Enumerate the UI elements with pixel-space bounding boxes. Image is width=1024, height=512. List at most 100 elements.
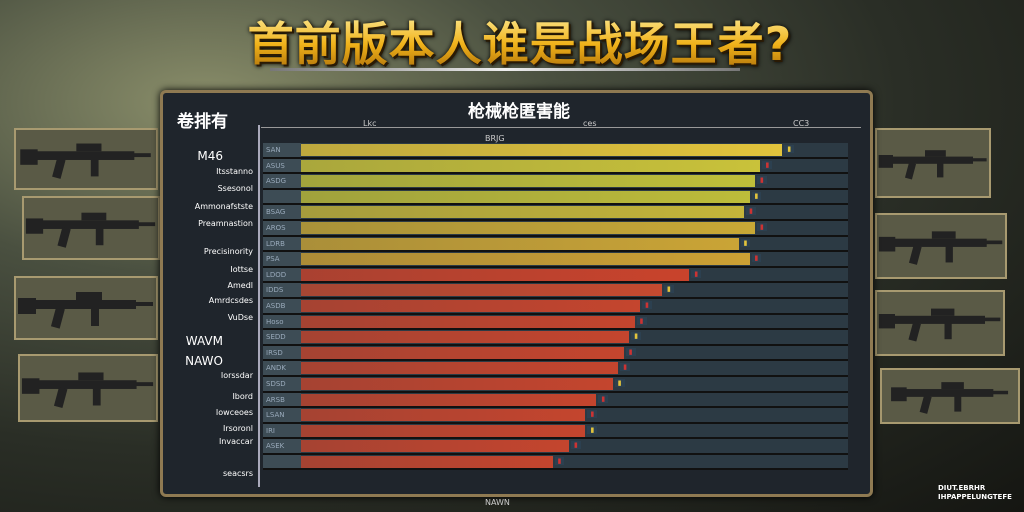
weapon-label: VuDse [227,313,253,322]
weapon-image-left-1 [14,128,158,190]
row-name: ASUS [263,158,301,173]
stat-row: ARSB ▮ [263,392,848,409]
weapon-label: Ammonafstste [194,202,253,211]
row-name: Hoso [263,314,301,329]
stat-row: SDSD ▮ [263,376,848,393]
row-name [263,454,301,469]
stat-row: LDRB ▮ [263,236,848,253]
weapon-image-right-3 [875,290,1005,356]
row-name: AROS [263,220,301,235]
stat-row: ASDG ▮ [263,174,848,190]
value-marker: ▮ [587,410,598,419]
value-marker: ▮ [625,347,636,356]
value-marker: ▮ [751,191,762,200]
value-marker: ▮ [620,363,631,372]
weapon-image-right-4 [880,368,1020,424]
weapon-label: Invaccar [218,437,253,446]
row-name: BSAG [263,205,301,219]
weapon-stats-panel: 卷排有 枪械枪匿害能 Lkc ces CC3 BRJG M46 Itsstanno… [160,90,873,497]
axis-label: ces [583,119,597,128]
weapon-image-right-2 [875,213,1007,279]
stat-row: ▮ [263,189,848,206]
stat-row: IRSD ▮ [263,345,848,362]
value-marker: ▮ [598,394,609,403]
stat-bar-list: SAN ▮ ASUS ▮ ASDG ▮ ▮ BSAG ▮ AROS ▮ LDRB ▮ PSA ▮ LDOD ▮ I… [263,143,848,471]
stat-row: BSAG ▮ [263,205,848,221]
value-marker: ▮ [664,285,674,294]
stat-row: PSA ▮ [263,252,848,268]
stat-bar [301,284,663,297]
stat-bar [301,362,619,375]
row-name: ASEK [263,439,301,453]
column-header: BRJG [485,134,505,143]
weapon-label: Preamnastion [198,219,253,228]
footer-text: NAWN [485,498,510,507]
panel-heading: 枪械枪匿害能 [468,102,570,122]
row-name: LDRB [263,236,301,251]
stat-bar [301,206,745,219]
weapon-label: Precisinority [203,247,253,256]
stat-bar [301,237,739,250]
row-name: LDOD [263,267,301,282]
value-marker: ▮ [762,160,773,169]
stat-bar [301,455,553,468]
axis-vertical [258,125,260,487]
weapon-label: Itsstanno [216,167,253,176]
weapon-image-left-4 [18,354,158,422]
value-marker: ▮ [746,207,756,216]
weapon-label: Ssesonol [217,184,253,193]
row-name: ARSB [263,392,301,407]
rifle-icon [891,382,1009,414]
stat-row: ASUS ▮ [263,158,848,175]
stat-bar [301,299,641,312]
value-marker: ▮ [631,332,642,341]
row-name: LSAN [263,408,301,422]
value-marker: ▮ [642,300,652,309]
value-marker: ▮ [784,145,795,153]
weapon-label: Iottse [230,265,253,274]
row-name: IRSD [263,345,301,360]
stat-row: SEDD ▮ [263,330,848,346]
stat-row: ▮ [263,454,848,471]
stat-row: AROS ▮ [263,220,848,237]
row-name: ASDB [263,298,301,313]
stat-bar [301,253,750,266]
panel-left-heading: 卷排有 [177,112,228,132]
row-name [263,189,301,204]
stat-bar [301,331,630,344]
weapon-label: M46 [197,149,223,163]
stat-row: ASDB ▮ [263,298,848,315]
value-marker: ▮ [571,441,581,450]
stat-bar [301,393,597,406]
stat-bar [301,221,755,234]
value-marker: ▮ [751,254,762,263]
row-name: IDDS [263,283,301,297]
rifle-icon [878,150,987,180]
stat-bar [301,268,690,281]
stat-row: IDDS ▮ [263,283,848,299]
rifle-icon [878,231,1003,265]
rifle-icon [25,212,156,248]
weapon-label: Irsoronl [222,424,253,433]
rifle-icon [21,372,154,409]
weapon-image-right-1 [875,128,991,198]
rifle-icon [878,308,1001,342]
rifle-icon [20,143,151,179]
axis-line [261,127,861,128]
value-marker: ▮ [636,316,647,325]
stat-row: LSAN ▮ [263,408,848,424]
stat-bar [301,409,586,422]
stat-bar [301,159,761,172]
weapon-image-left-3 [14,276,158,340]
stat-row: IRI ▮ [263,423,848,440]
value-marker: ▮ [691,269,702,278]
title-underline [270,68,740,71]
row-name: IRI [263,423,301,438]
stat-row: ANDK ▮ [263,361,848,377]
watermark-line: DIUT.EBRHR [938,484,986,492]
stat-bar [301,144,783,156]
stat-bar [301,440,570,453]
stat-row: ASEK ▮ [263,439,848,455]
weapon-label: WAVM [185,334,223,348]
row-name: SDSD [263,376,301,391]
